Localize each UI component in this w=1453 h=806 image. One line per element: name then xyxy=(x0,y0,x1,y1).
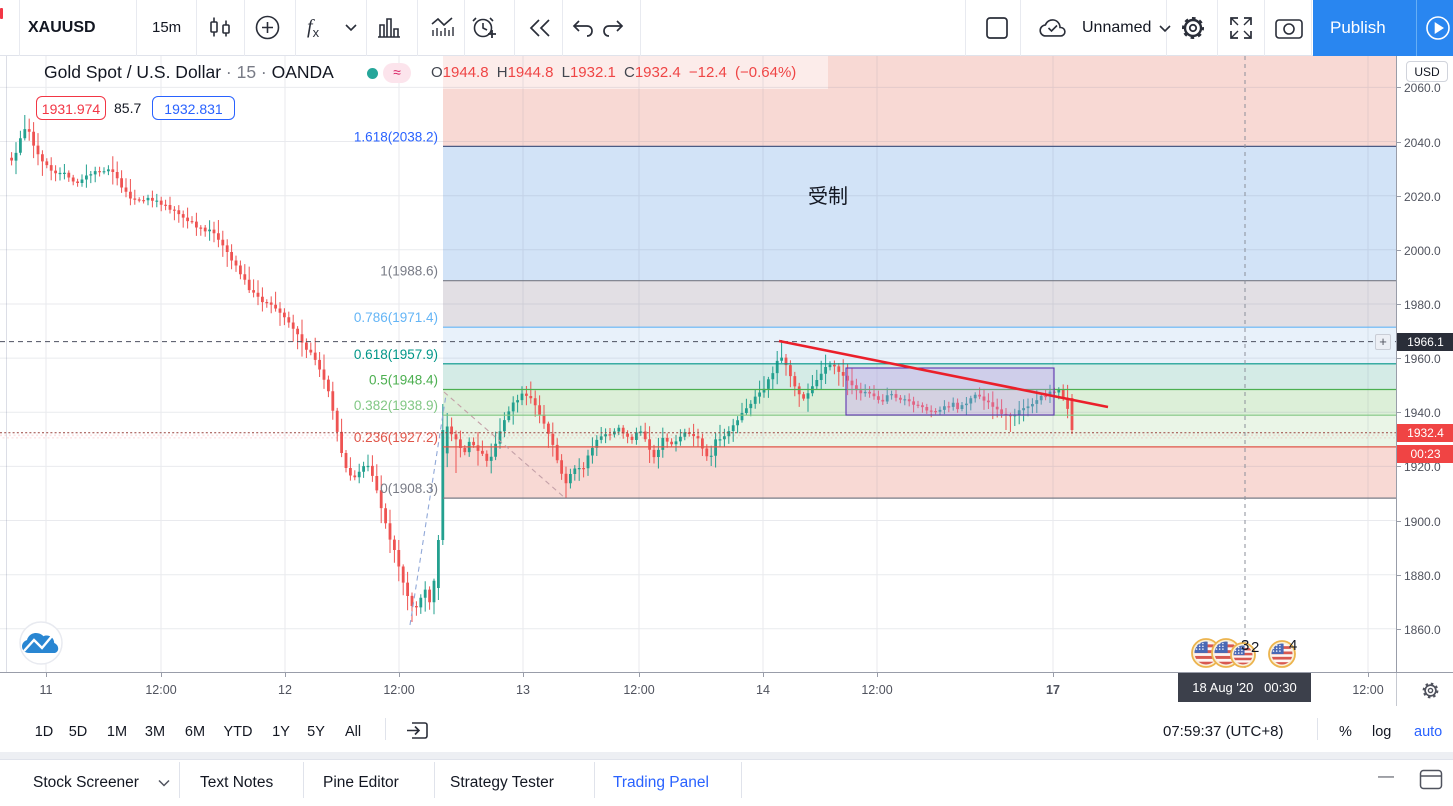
svg-text:受制: 受制 xyxy=(808,185,848,208)
svg-text:0.382(1938.9): 0.382(1938.9) xyxy=(354,398,438,413)
svg-text:0.5(1948.4): 0.5(1948.4) xyxy=(369,373,438,388)
svg-text:0.618(1957.9): 0.618(1957.9) xyxy=(354,347,438,362)
svg-text:1.618(2038.2): 1.618(2038.2) xyxy=(354,129,438,144)
svg-text:4: 4 xyxy=(1289,637,1297,654)
svg-text:0(1908.3): 0(1908.3) xyxy=(380,481,438,496)
svg-text:0.236(1927.2): 0.236(1927.2) xyxy=(354,430,438,445)
svg-text:0.786(1971.4): 0.786(1971.4) xyxy=(354,310,438,325)
svg-text:1(1988.6): 1(1988.6) xyxy=(380,264,438,279)
svg-text:3: 3 xyxy=(1241,637,1249,654)
svg-text:2: 2 xyxy=(1251,639,1259,656)
